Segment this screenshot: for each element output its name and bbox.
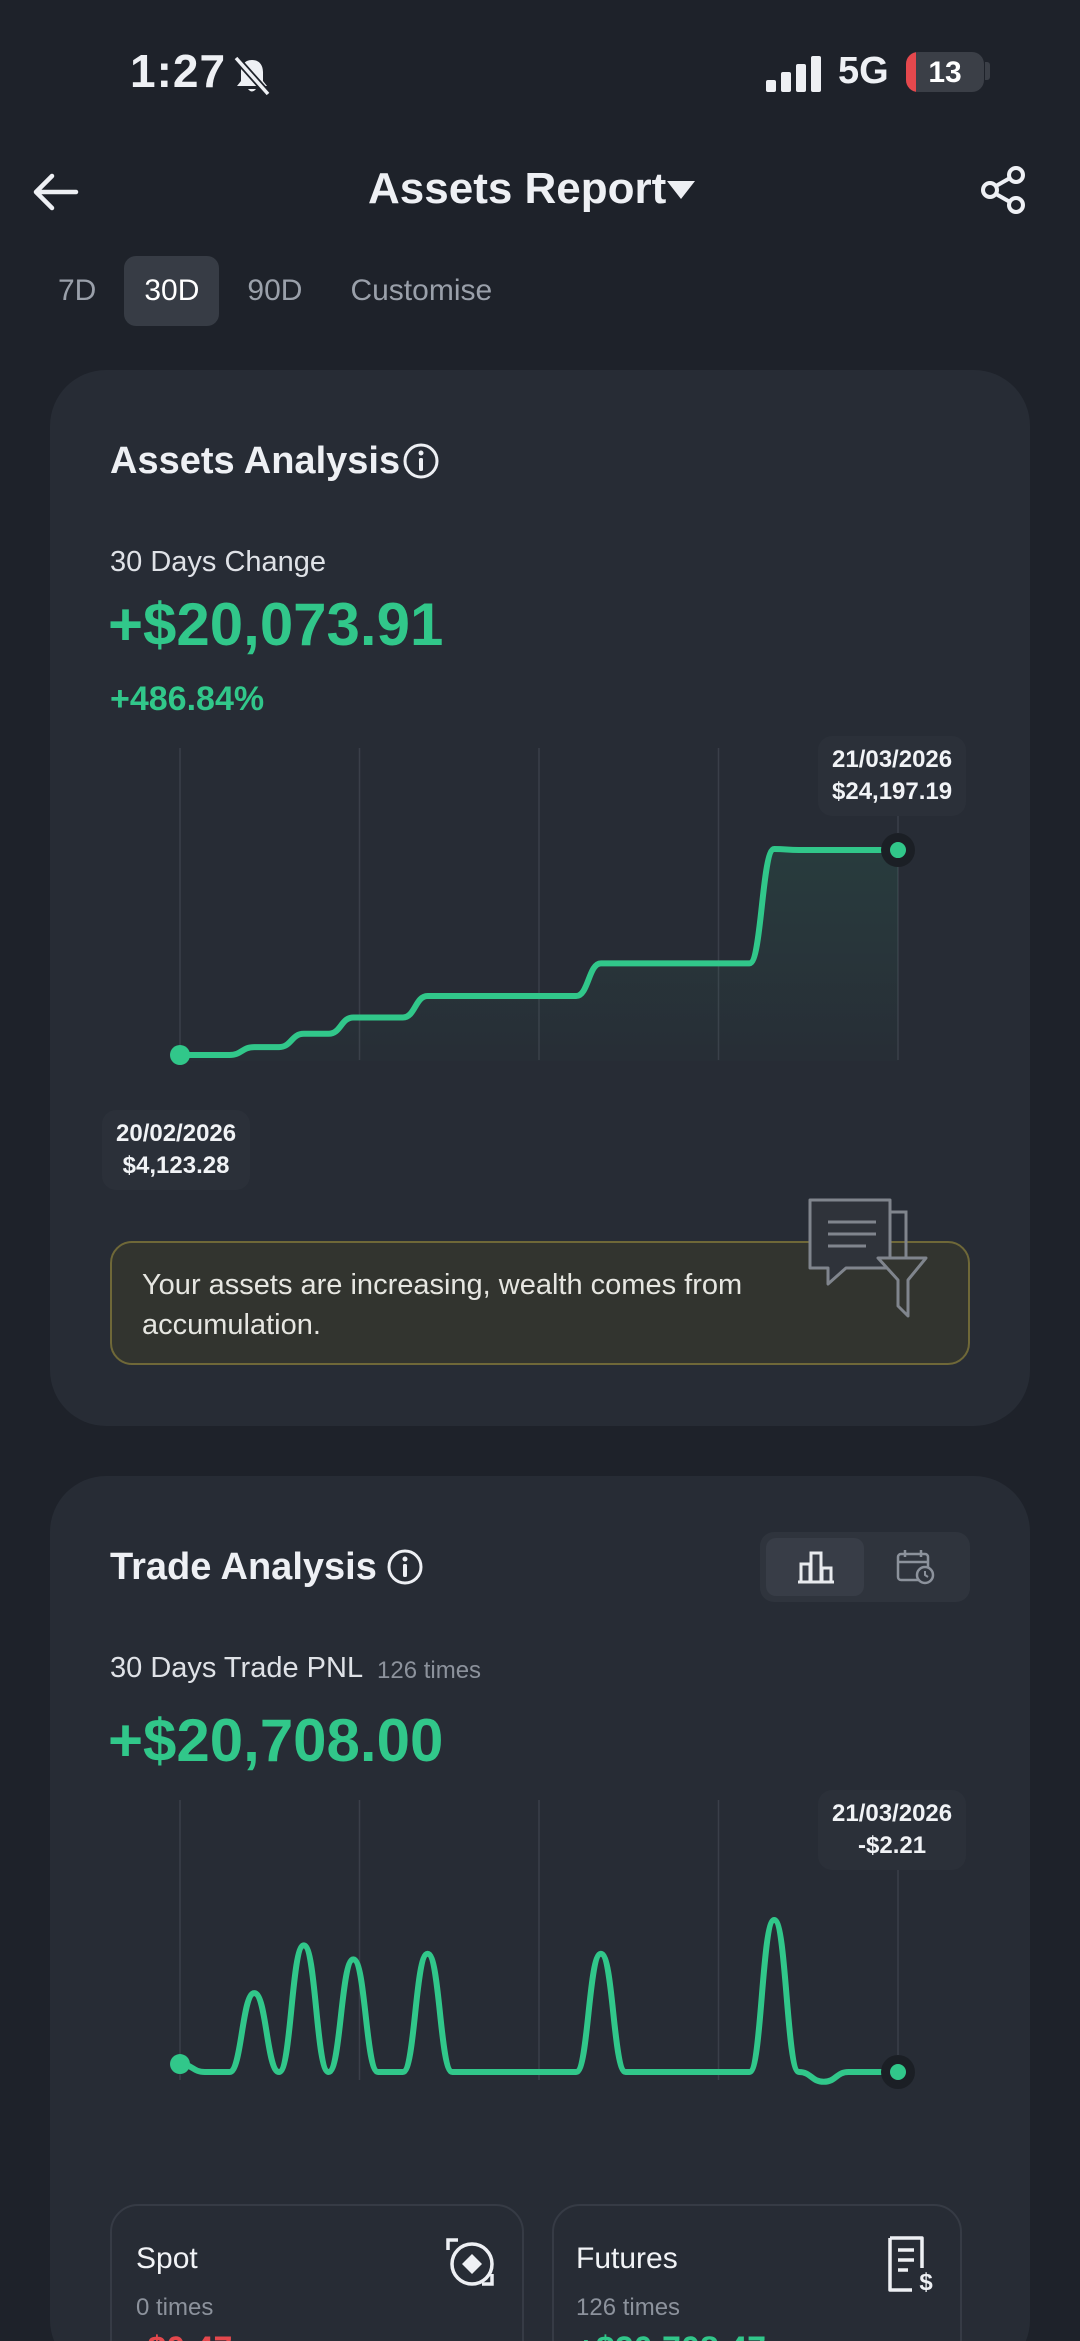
trade-analysis-card [50,1476,1030,2341]
trade-analysis-title: Trade Analysis [110,1546,377,1588]
spot-card[interactable]: Spot 0 times -$0.47 [110,2204,524,2341]
spot-value: -$0.47 [136,2330,232,2341]
svg-text:$: $ [919,2269,933,2294]
pnl-count: 126 times [377,1657,482,1684]
end-value: $24,197.19 [832,778,953,805]
calendar-clock-icon [896,1550,935,1585]
tab-7d[interactable]: 7D [58,274,97,307]
info-icon[interactable] [402,442,440,480]
trade-end-tooltip: 21/03/2026 -$2.21 [818,1790,967,1870]
calendar-view-button[interactable] [866,1538,964,1596]
spot-coin-icon [446,2238,494,2286]
start-date: 20/02/2026 [116,1120,237,1147]
futures-document-icon: $ [888,2236,933,2294]
pnl-value: +$20,708.00 [108,1707,444,1774]
tab-90d[interactable]: 90D [247,274,303,307]
battery-indicator: 13 [906,52,984,92]
battery-fill [906,52,917,92]
tab-customise[interactable]: Customise [350,274,493,307]
battery-level: 13 [928,56,962,89]
battery-nub [985,62,990,80]
page-title[interactable]: Assets Report [368,164,667,213]
change-label: 30 Days Change [110,546,327,578]
back-arrow-icon[interactable] [32,170,82,214]
chat-filter-icon [808,1198,928,1318]
assets-analysis-title: Assets Analysis [110,440,401,482]
trade-end-value: -$2.21 [858,1832,927,1859]
end-value-tooltip: 21/03/2026 $24,197.19 [818,736,967,816]
start-value-tooltip: 20/02/2026 $4,123.28 [102,1110,251,1190]
bar-chart-icon [798,1551,834,1584]
change-value: +$20,073.91 [108,591,444,658]
caret-down-icon[interactable] [666,180,696,200]
change-percent: +486.84% [110,680,265,718]
pnl-label: 30 Days Trade PNL [110,1652,364,1684]
period-tabs: 7D 30D 90D Customise [38,256,512,326]
network-type: 5G [838,50,889,92]
bar-chart-view-button[interactable] [766,1538,864,1596]
spot-count: 0 times [136,2294,214,2321]
futures-count: 126 times [576,2294,681,2321]
view-toggle [760,1532,970,1602]
start-value: $4,123.28 [122,1152,230,1179]
signal-icon [766,56,821,92]
share-icon[interactable] [980,165,1028,215]
tab-30d[interactable]: 30D [124,256,220,326]
status-time: 1:27 [130,45,227,97]
futures-card[interactable]: Futures 126 times +$20,708.47 $ [552,2204,962,2341]
futures-value: +$20,708.47 [576,2330,766,2341]
insight-text: Your assets are increasing, wealth comes… [142,1269,743,1341]
spot-title: Spot [136,2242,198,2275]
bell-muted-icon [233,55,271,97]
futures-title: Futures [576,2242,678,2275]
info-icon[interactable] [386,1548,424,1586]
trade-end-date: 21/03/2026 [832,1800,953,1827]
end-date: 21/03/2026 [832,746,953,773]
